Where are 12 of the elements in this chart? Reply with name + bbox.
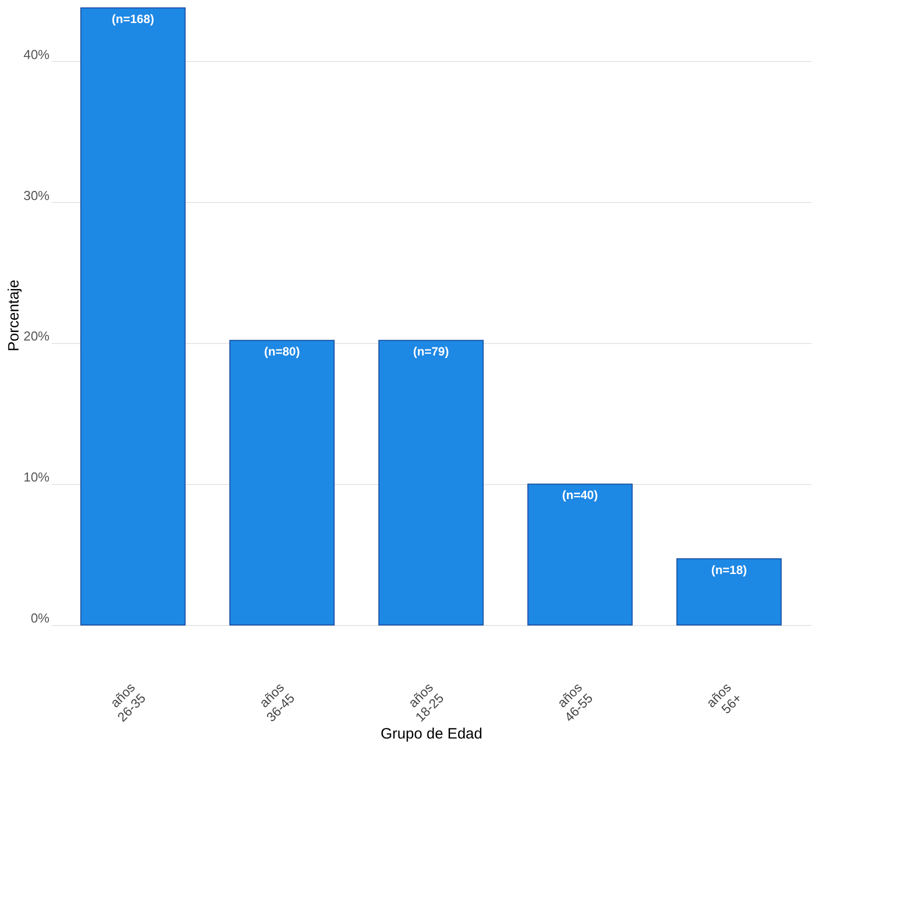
annotation: (n=80) [264, 344, 300, 358]
annotation: (n=18) [711, 562, 747, 577]
y-tick-label: 40% [23, 46, 50, 62]
y-tick-label: 20% [23, 328, 50, 344]
y-axis-title: Porcentaje [5, 280, 22, 352]
y-tick-label: 10% [23, 470, 50, 485]
annotation: (n=79) [413, 344, 449, 358]
annotation: (n=40) [562, 488, 598, 502]
y-tick-label: 30% [23, 188, 50, 203]
annotation: (n=168) [112, 12, 154, 26]
y-tick-label: 0% [30, 610, 50, 626]
x-axis-title: Grupo de Edad [380, 726, 482, 743]
